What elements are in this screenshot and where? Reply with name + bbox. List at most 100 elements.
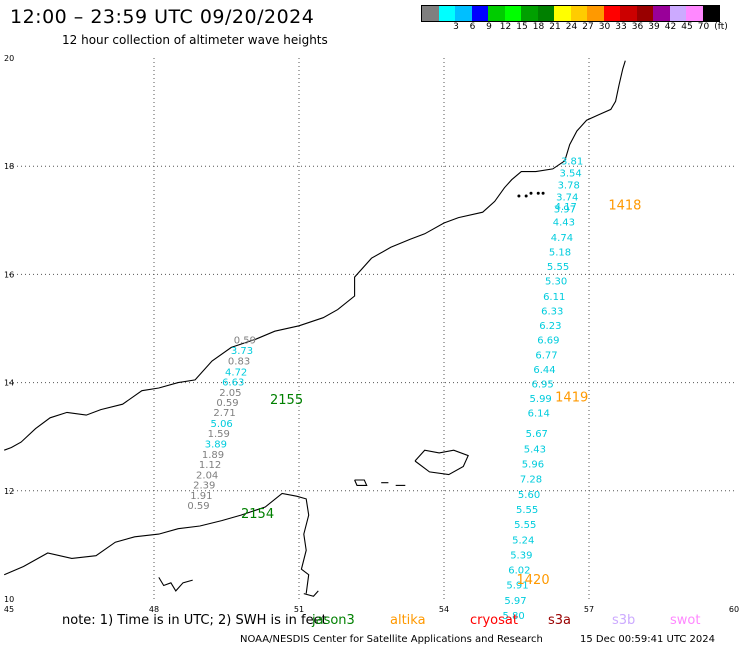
- legend-swatch: [653, 6, 670, 21]
- wave-height-value: 5.18: [549, 247, 571, 258]
- wave-height-value: 5.24: [512, 535, 534, 546]
- mission-name-jason3: jason3: [312, 613, 355, 628]
- island-socotra: [414, 449, 469, 476]
- kuria-muria-islet: [541, 191, 545, 195]
- map-grid: [9, 58, 734, 599]
- wave-height-value: 2.71: [213, 408, 235, 419]
- wave-height-value: 1.91: [190, 491, 212, 502]
- legend-swatch: [455, 6, 472, 21]
- wave-height-value: 6.77: [535, 350, 557, 361]
- track-values: 0.593.730.834.726.632.050.592.715.061.59…: [187, 157, 583, 622]
- legend-swatch-label: 3: [453, 22, 459, 32]
- legend-swatch: [521, 6, 538, 21]
- legend-swatch: [488, 6, 505, 21]
- wave-height-value: 0.83: [228, 357, 250, 368]
- wave-height-value: 2.04: [196, 470, 218, 481]
- wave-height-value: 4.43: [553, 218, 575, 229]
- wave-height-value: 5.55: [514, 520, 536, 531]
- mission-name-cryosat: cryosat: [470, 613, 518, 628]
- footer-timestamp: 15 Dec 00:59:41 UTC 2024: [580, 634, 715, 645]
- track-labels: 2155 2154 1418 1419 1420: [241, 198, 641, 587]
- y-tick-label: 20: [4, 54, 14, 63]
- wave-height-value: 5.39: [510, 550, 532, 561]
- track-pass-label: 1418: [608, 198, 641, 213]
- wave-height-value: 4.74: [551, 233, 573, 244]
- y-tick-label: 14: [4, 379, 14, 388]
- y-tick-label: 16: [4, 270, 14, 279]
- coastline-arabia: [4, 60, 626, 451]
- kuria-muria-islet: [517, 194, 521, 198]
- legend-swatch: [686, 6, 703, 21]
- wave-height-value: 5.06: [211, 419, 233, 430]
- x-tick-label: 48: [149, 605, 159, 614]
- wave-height-value: 0.59: [216, 398, 238, 409]
- wave-height-value: 6.44: [533, 365, 555, 376]
- wave-height-value: 5.91: [506, 581, 528, 592]
- note-text: note: 1) Time is in UTC; 2) SWH is in fe…: [62, 613, 327, 628]
- track-pass-label: 2154: [241, 507, 274, 522]
- map-axis-ticks: 45 48 51 54 57 60 20 18 16 14 12 10: [4, 54, 739, 614]
- kuria-muria-islet: [536, 191, 540, 195]
- legend-swatch: [438, 6, 455, 21]
- legend-swatch-label: 9: [486, 22, 492, 32]
- legend-unit: (ft): [714, 22, 728, 32]
- page-title: 12:00 – 23:59 UTC 09/20/2024: [10, 6, 315, 28]
- legend-swatch-label: 15: [516, 22, 528, 32]
- legend-swatch: [422, 6, 439, 21]
- legend-swatch: [504, 6, 521, 21]
- wave-height-value: 4.72: [225, 368, 247, 379]
- kuria-muria-islet: [524, 194, 528, 198]
- wave-height-value: 6.69: [537, 336, 559, 347]
- x-tick-label: 54: [439, 605, 449, 614]
- wave-height-value: 6.02: [508, 566, 530, 577]
- islet: [303, 590, 319, 597]
- wave-height-value: 5.96: [522, 460, 544, 471]
- legend-swatch-label: 70: [697, 22, 710, 32]
- legend-swatch: [471, 6, 488, 21]
- wave-height-value: 6.63: [222, 377, 244, 388]
- wave-height-value: 6.11: [543, 292, 565, 303]
- wave-height-value: 6.33: [541, 306, 563, 317]
- wave-height-value: 3.73: [231, 346, 253, 357]
- wave-height-value: 4.17: [555, 202, 577, 213]
- x-tick-label: 60: [729, 605, 739, 614]
- wave-height-value: 1.12: [199, 460, 221, 471]
- legend-swatch: [537, 6, 554, 21]
- mission-name-altika: altika: [390, 613, 426, 628]
- wave-height-value: 6.14: [528, 409, 550, 420]
- legend-swatch-label: 45: [681, 22, 693, 32]
- footer-credit: NOAA/NESDIS Center for Satellite Applica…: [240, 634, 543, 645]
- islet: [158, 577, 193, 592]
- x-tick-label: 57: [584, 605, 594, 614]
- wave-height-value: 3.74: [556, 192, 578, 203]
- coastline: [3, 60, 626, 597]
- legend-swatch-label: 27: [582, 22, 594, 32]
- y-tick-label: 10: [4, 595, 14, 604]
- x-tick-label: 51: [294, 605, 304, 614]
- wave-height-value: 6.95: [531, 379, 553, 390]
- wave-height-value: 1.59: [208, 429, 230, 440]
- legend-swatch-label: 42: [664, 22, 677, 32]
- wave-height-value: 6.23: [539, 321, 561, 332]
- wave-height-value: 5.55: [516, 505, 538, 516]
- track-pass-label: 2155: [270, 393, 303, 408]
- wave-height-value: 5.99: [530, 394, 552, 405]
- wave-height-value: 5.60: [518, 490, 540, 501]
- wave-height-value: 5.80: [502, 611, 524, 622]
- page-subtitle: 12 hour collection of altimeter wave hei…: [62, 33, 328, 47]
- wave-height-value: 3.89: [205, 440, 227, 451]
- track-pass-label: 1420: [517, 573, 550, 588]
- wave-height-value: 5.43: [524, 444, 546, 455]
- wave-height-value: 2.39: [193, 481, 215, 492]
- mission-name-swot: swot: [670, 613, 701, 628]
- wave-height-value: 5.30: [545, 277, 567, 288]
- wave-height-value: 3.78: [558, 180, 580, 191]
- legend-swatch: [669, 6, 686, 21]
- wave-height-value: 3.97: [554, 205, 576, 216]
- y-tick-label: 18: [4, 162, 14, 171]
- wave-height-value: 1.89: [202, 450, 224, 461]
- mission-name-s3a: s3a: [548, 613, 572, 628]
- x-tick-label: 45: [4, 605, 14, 614]
- coastline-somalia: [3, 492, 310, 594]
